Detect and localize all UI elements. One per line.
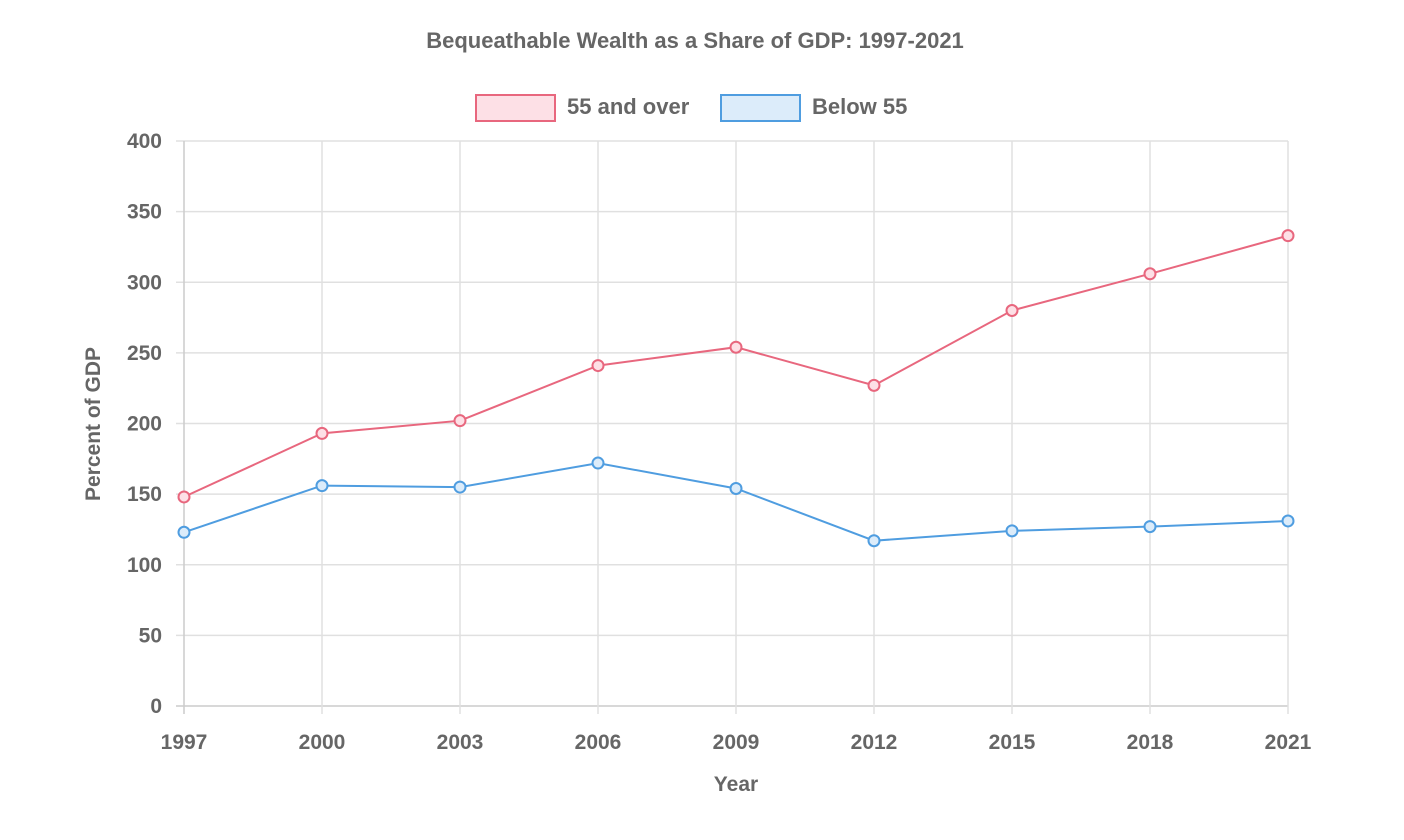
data-point[interactable]: [315, 426, 329, 440]
y-tick-label: 100: [127, 554, 162, 577]
legend-swatch-55-and-over: [475, 94, 556, 122]
data-point[interactable]: [729, 340, 743, 354]
data-point[interactable]: [453, 480, 467, 494]
y-tick-label: 350: [127, 201, 162, 224]
data-point[interactable]: [315, 479, 329, 493]
data-point[interactable]: [1005, 304, 1019, 317]
x-axis-ticks: 1997 2000 2003 2006 2009 2012 2015 2018 2021: [161, 731, 1312, 754]
data-point[interactable]: [1143, 520, 1157, 534]
y-tick-label: 250: [127, 342, 162, 365]
legend-item-55-and-over[interactable]: 55 and over: [475, 94, 690, 122]
legend-item-below-55[interactable]: Below 55: [720, 94, 907, 122]
x-tick-label: 2009: [713, 731, 760, 754]
data-point[interactable]: [177, 525, 191, 539]
x-tick-label: 2012: [851, 731, 898, 754]
y-tick-label: 300: [127, 271, 162, 294]
y-tick-label: 200: [127, 413, 162, 436]
legend-label-below-55: Below 55: [812, 94, 907, 119]
y-axis-ticks: 0 50 100 150 200 250 300 350 400: [127, 130, 162, 718]
x-tick-label: 2000: [299, 731, 346, 754]
x-tick-label: 1997: [161, 731, 208, 754]
data-point[interactable]: [591, 359, 605, 373]
x-tick-label: 2006: [575, 731, 622, 754]
data-point[interactable]: [177, 490, 191, 504]
y-tick-label: 50: [139, 624, 162, 647]
x-axis-title: Year: [714, 773, 758, 796]
data-point[interactable]: [729, 481, 743, 495]
x-tick-label: 2018: [1127, 731, 1174, 754]
legend-label-55-and-over: 55 and over: [567, 94, 690, 119]
y-axis-title: Percent of GDP: [82, 347, 105, 501]
data-point[interactable]: [591, 456, 605, 470]
x-tick-label: 2003: [437, 731, 484, 754]
data-point[interactable]: [1281, 514, 1295, 528]
chart-title: Bequeathable Wealth as a Share of GDP: 1…: [426, 28, 964, 53]
data-point[interactable]: [867, 534, 881, 548]
x-tick-label: 2021: [1265, 731, 1312, 754]
series-55-and-over: [177, 229, 1295, 504]
legend: 55 and over Below 55: [475, 94, 907, 122]
data-point[interactable]: [1005, 524, 1019, 538]
y-tick-label: 0: [150, 695, 162, 718]
series-below-55: [177, 456, 1295, 548]
series-layer: [177, 229, 1295, 548]
y-tick-label: 150: [127, 483, 162, 506]
y-tick-label: 400: [127, 130, 162, 153]
data-point[interactable]: [1281, 229, 1295, 243]
data-point[interactable]: [1143, 267, 1157, 281]
data-point[interactable]: [867, 378, 881, 392]
legend-swatch-below-55: [720, 94, 801, 122]
x-tick-label: 2015: [989, 731, 1036, 754]
data-point[interactable]: [453, 414, 467, 428]
grid: [176, 140, 1289, 714]
